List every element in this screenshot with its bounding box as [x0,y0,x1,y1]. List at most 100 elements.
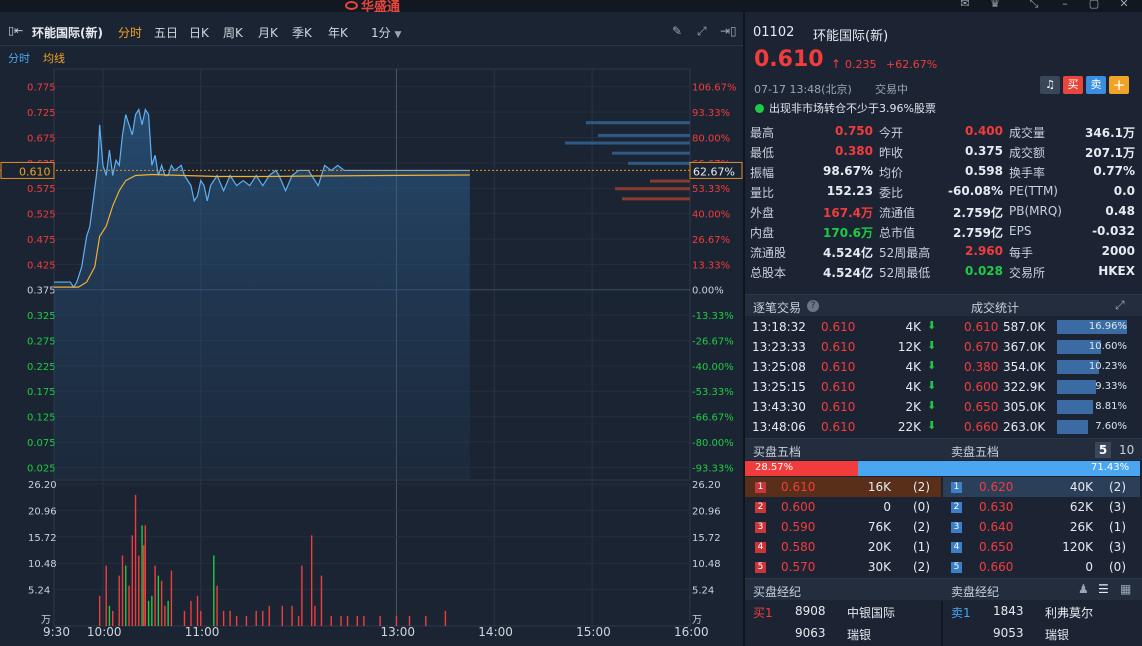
ask-level-row[interactable]: 5 0.660 0 (0) [943,557,1140,577]
tick-row[interactable]: 13:23:33 0.610 12K ⬇ 0.670 367.0K 10.60% [745,337,1142,357]
tab-month-k[interactable]: 月K [258,26,278,40]
expand-icon[interactable]: ⤢ [697,24,707,38]
vol-tick-label: 20.96 [28,506,57,517]
pencil-icon[interactable]: ✎ [672,24,683,38]
sell-button[interactable]: 卖 [1086,76,1106,94]
bid-price: 0.600 [781,500,816,514]
list-view-icon[interactable]: ☰ [1098,582,1109,596]
bid-level-row[interactable]: 3 0.590 76K (2) [745,517,941,537]
price-tick-label: 0.375 [27,286,56,297]
add-watchlist-button[interactable]: + [1109,76,1129,94]
vol-tick-label: 15.72 [28,533,57,544]
bid-orders: (1) [913,540,930,554]
expand-ticks-icon[interactable]: ⤢ [1115,298,1125,312]
ask-ratio-label: 71.43% [1091,462,1130,473]
stats-title[interactable]: 成交统计 [971,301,1020,315]
bid-broker-name[interactable]: 瑞银 [847,628,872,642]
ask-broker-id[interactable]: 1843 [993,604,1024,618]
ask-broker-id[interactable]: 9053 [993,626,1024,640]
collapse-right-icon[interactable]: ⇥▯ [720,24,737,38]
stat-share-bar [1057,340,1101,354]
quote-value: 167.4万 [823,206,873,220]
stat-share-bar [1057,420,1088,434]
ask-level-row[interactable]: 2 0.630 62K (3) [943,497,1140,517]
quote-grid: 最高 0.750 今开 0.400 成交量 346.1万 最低 0.380 昨收 0.375 成交额… [745,122,1142,292]
user-icon[interactable]: ♟ [1078,582,1089,596]
depth-5-toggle[interactable]: 5 [1095,442,1111,458]
bid-brokers-title: 买盘经纪 [753,585,802,599]
depth-wall-bar [565,141,690,145]
chevron-down-icon: ▼ [394,30,402,40]
bid-broker-name[interactable]: 中银国际 [847,606,896,620]
depth-wall-bar [650,179,690,183]
tick-row[interactable]: 13:43:30 0.610 2K ⬇ 0.650 305.0K 8.81% [745,397,1142,417]
quote-label: PE(TTM) [1009,184,1058,198]
bid-broker-id[interactable]: 9063 [795,626,826,640]
pct-tick-label: -80.00% [692,438,734,449]
quote-value: 170.6万 [823,226,873,240]
status-dot-icon [755,104,764,113]
tick-row[interactable]: 13:18:32 0.610 4K ⬇ 0.610 587.0K 16.96% [745,317,1142,337]
sub-tab-avg[interactable]: 均线 [43,52,65,65]
tab-year-k[interactable]: 年K [328,26,348,40]
ask-broker-name[interactable]: 瑞银 [1045,628,1070,642]
bid-level-row[interactable]: 5 0.570 30K (2) [745,557,941,577]
tab-day-k[interactable]: 日K [189,26,209,40]
stat-share-pct: 7.60% [1095,421,1127,432]
ask-level-row[interactable]: 4 0.650 120K (3) [943,537,1140,557]
ask-level-row[interactable]: 1 0.620 40K (2) [943,477,1140,497]
vol-tick-label: 10.48 [28,559,57,570]
ask-level-row[interactable]: 3 0.640 26K (1) [943,517,1140,537]
close-icon[interactable]: ✕ [1119,0,1129,10]
down-arrow-icon: ⬇ [927,399,937,412]
maximize-icon[interactable]: ▢ [1088,0,1100,10]
vol-tick-label-right: 10.48 [692,559,721,570]
pane-divider[interactable] [743,12,745,646]
bid-level-row[interactable]: 4 0.580 20K (1) [745,537,941,557]
tab-week-k[interactable]: 周K [223,26,243,40]
vol-tick-label-right: 20.96 [692,506,721,517]
mail-icon[interactable]: ✉ [960,0,970,10]
bid-level-row[interactable]: 1 0.610 16K (2) [745,477,941,497]
grid-view-icon[interactable]: ▦ [1120,582,1132,596]
tick-volume: 4K [905,380,921,394]
quote-label: 振幅 [750,166,775,180]
down-arrow-icon: ⬇ [927,359,937,372]
tick-time: 13:25:08 [752,360,806,374]
buy-button[interactable]: 买 [1063,76,1083,94]
ask-price: 0.660 [979,560,1014,574]
tab-fenshi[interactable]: 分时 [118,26,143,40]
tick-price: 0.610 [821,320,856,334]
quote-value: 0.77% [1093,164,1135,178]
ask-broker-name[interactable]: 利弗莫尔 [1045,606,1094,620]
bid-level-row[interactable]: 2 0.600 0 (0) [745,497,941,517]
price-tick-label: 0.325 [27,311,56,322]
shrink-icon[interactable]: ⤡ [1029,0,1039,10]
vol-unit-label: 万 [41,615,51,626]
tick-row[interactable]: 13:25:15 0.610 4K ⬇ 0.600 322.9K 9.33% [745,377,1142,397]
shirt-icon[interactable]: ♛ [990,0,1000,10]
collapse-icon[interactable]: ▯⇤ [8,24,24,37]
price-line [54,107,470,289]
current-price-label: 0.610 [19,165,51,178]
tick-price: 0.610 [821,380,856,394]
stat-price: 0.610 [964,320,999,334]
bid-broker-id[interactable]: 8908 [795,604,826,618]
sub-tab-fenshi[interactable]: 分时 [8,52,30,65]
alert-bell-icon[interactable]: ♫ [1040,76,1060,94]
help-icon[interactable]: ? [807,300,819,312]
tick-time: 13:23:33 [752,340,806,354]
tick-row[interactable]: 13:48:06 0.610 22K ⬇ 0.660 263.0K 7.60% [745,417,1142,437]
depth-10-toggle[interactable]: 10 [1119,443,1135,457]
ask-price: 0.630 [979,500,1014,514]
bid-book-title: 买盘五档 [753,445,802,459]
interval-select[interactable]: 1分 ▼ [371,24,401,41]
pct-tick-label: 13.33% [692,260,730,271]
depth-wall-bar [586,121,690,125]
tab-5day[interactable]: 五日 [154,26,179,40]
tick-row[interactable]: 13:25:08 0.610 4K ⬇ 0.380 354.0K 10.23% [745,357,1142,377]
tab-season-k[interactable]: 季K [292,26,312,40]
ticks-title[interactable]: 逐笔交易 [753,301,802,315]
minimize-icon[interactable]: – [1062,0,1068,10]
